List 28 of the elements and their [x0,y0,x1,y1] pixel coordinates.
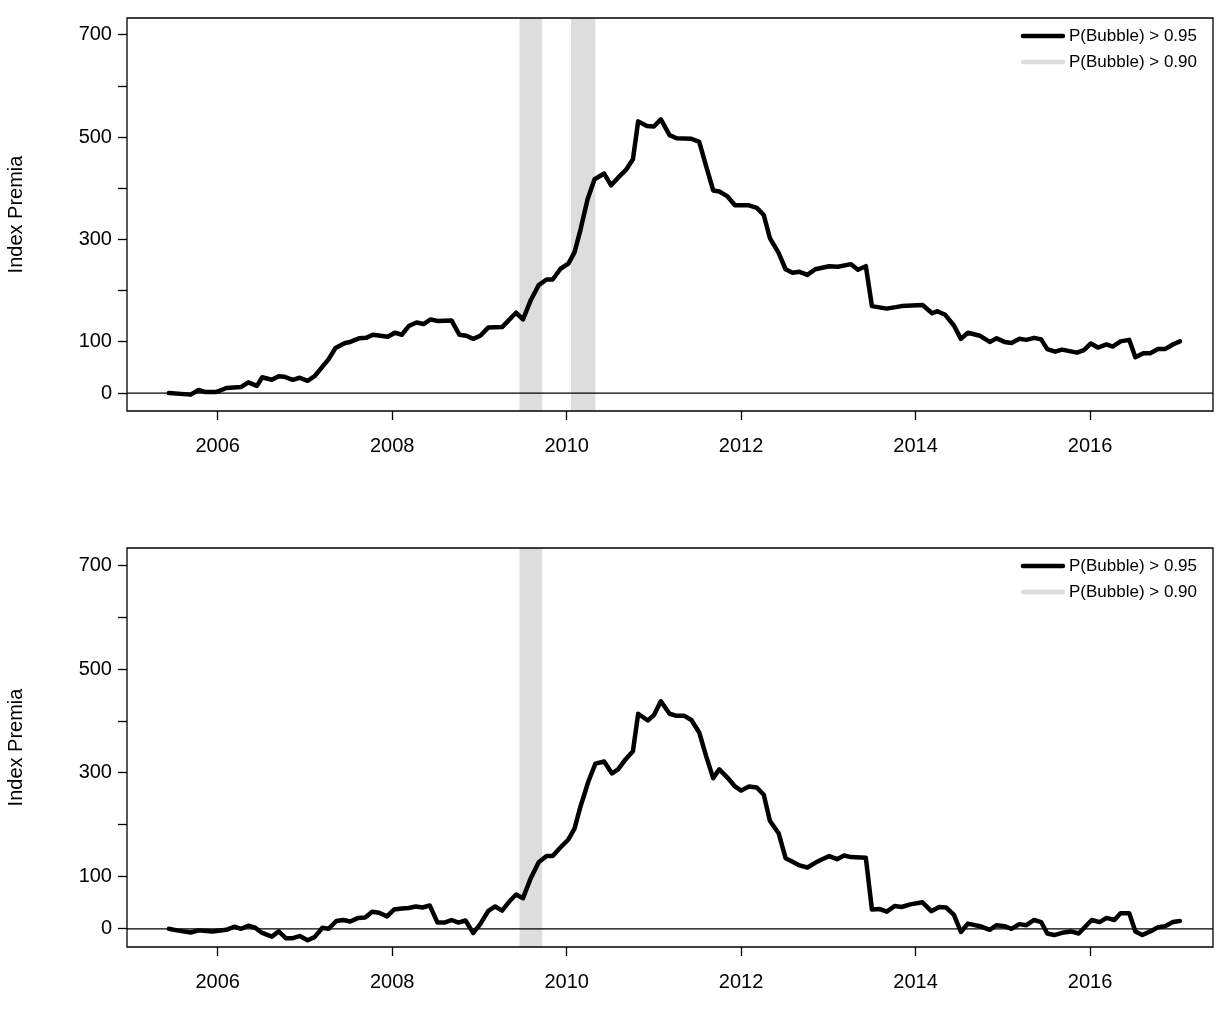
legend-label: P(Bubble) > 0.90 [1068,51,1198,71]
y-tick-label: 500 [78,656,112,679]
x-tick-label: 2016 [1067,433,1113,456]
y-tick-label: 0 [100,380,112,403]
y-tick-label: 100 [78,864,112,887]
x-tick-label: 2008 [369,969,415,992]
x-tick-label: 2010 [544,969,589,992]
y-tick-label: 500 [78,124,112,147]
y-axis-title: Index Premia [3,154,26,274]
y-tick-label: 0 [100,916,112,939]
x-tick-label: 2006 [195,433,240,456]
y-axis-title: Index Premia [3,687,26,807]
legend-label: P(Bubble) > 0.95 [1068,25,1198,45]
x-tick-label: 2008 [369,433,415,456]
y-tick-label: 700 [78,22,112,45]
x-tick-label: 2014 [893,969,938,992]
x-tick-label: 2014 [893,433,938,456]
x-tick-label: 2012 [718,433,764,456]
y-tick-label: 100 [78,329,112,352]
legend-label: P(Bubble) > 0.90 [1068,581,1198,601]
x-tick-label: 2010 [544,433,589,456]
x-tick-label: 2012 [718,969,764,992]
legend-label: P(Bubble) > 0.95 [1068,555,1198,575]
x-tick-label: 2016 [1067,969,1113,992]
y-tick-label: 700 [78,552,112,575]
y-tick-label: 300 [78,227,112,250]
x-tick-label: 2006 [195,969,240,992]
y-tick-label: 300 [78,760,112,783]
